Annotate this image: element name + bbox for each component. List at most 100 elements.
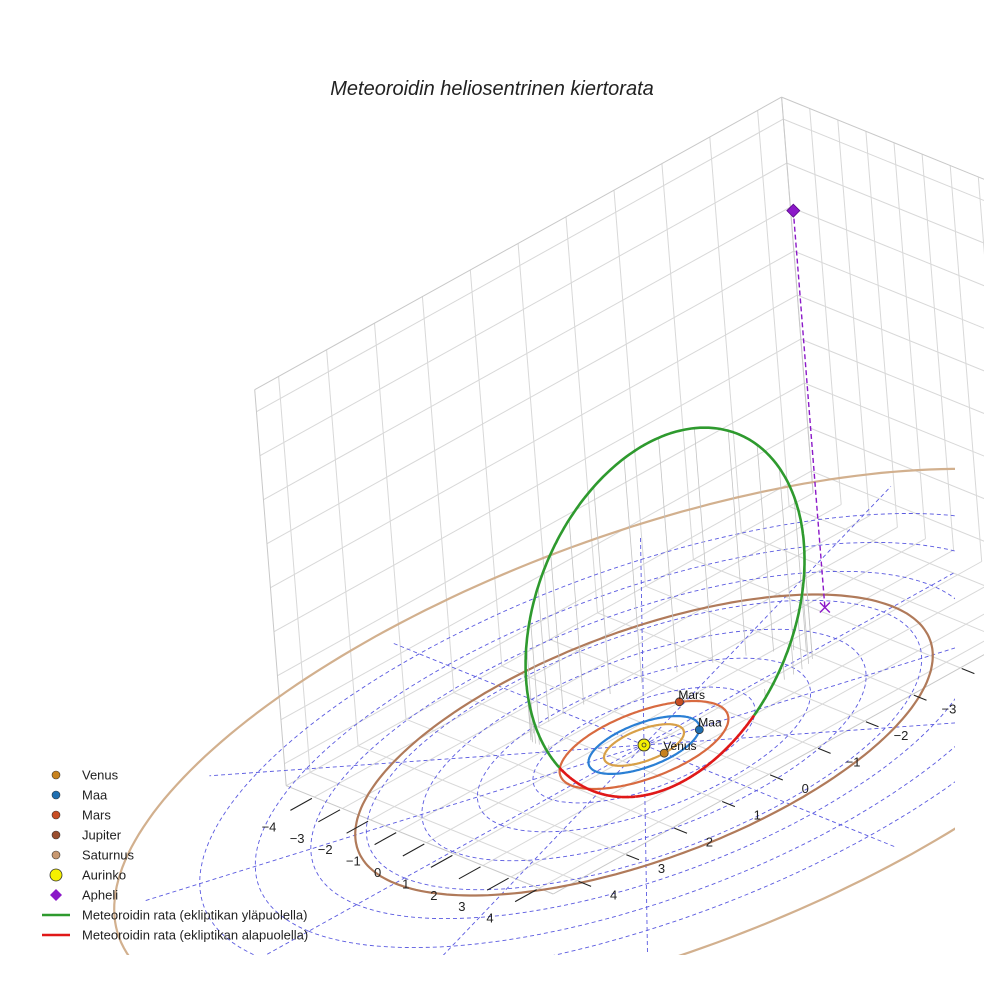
meteoroid-orbit [524, 426, 806, 799]
drop-line [693, 428, 714, 663]
legend-item: Venus [51, 768, 119, 783]
legend-item: Meteoroidin rata (ekliptikan yläpuolella… [42, 908, 307, 923]
meteoroid-orbit-below [635, 714, 756, 798]
orbit-jupiter [354, 593, 934, 897]
sun-core [641, 742, 647, 748]
y-tick-label: 1 [402, 876, 409, 891]
legend-swatch [51, 770, 61, 780]
y-tick [290, 797, 313, 811]
x-tick [578, 880, 592, 887]
drop-line [782, 662, 785, 680]
grid-line [314, 504, 842, 798]
ecliptic-circle [532, 686, 756, 804]
meteoroid-orbit-above [524, 426, 806, 769]
ecliptic-spoke [264, 744, 645, 955]
ecliptic-spoke [643, 647, 955, 746]
drop-lines [525, 428, 813, 755]
grid-line [501, 665, 769, 775]
drop-line [727, 430, 747, 656]
y-tick [318, 809, 341, 823]
x-tick [865, 721, 879, 728]
legend-label: Meteoroidin rata (ekliptikan alapuolella… [82, 928, 308, 943]
y-tick-label: 3 [458, 899, 465, 914]
y-tick-label: −4 [262, 819, 277, 834]
legend-label: Meteoroidin rata (ekliptikan yläpuolella… [82, 908, 307, 923]
x-tick-label: −1 [846, 755, 861, 770]
x-tick [626, 854, 640, 861]
x-tick [817, 747, 831, 754]
grid-line [405, 718, 674, 828]
legend-swatch [51, 830, 61, 840]
drop-line [529, 617, 540, 729]
legend-item: Saturnus [51, 848, 135, 863]
grid-line [284, 470, 812, 765]
planet-maa [694, 725, 704, 735]
grid-line [797, 294, 984, 372]
orbit-mars [558, 699, 730, 791]
x-tick [913, 694, 927, 701]
grid-line [549, 638, 817, 749]
grid-line [645, 585, 913, 695]
grid-line [259, 162, 788, 457]
x-tick-label: −3 [941, 701, 956, 716]
box-edge [781, 97, 814, 494]
y-tick-label: 2 [430, 888, 437, 903]
orbit-maa [587, 715, 701, 775]
x-tick [769, 774, 784, 781]
grid-line [280, 426, 809, 721]
aphelion-marker [786, 203, 801, 218]
planet-venus [659, 748, 669, 758]
box-edge [286, 785, 554, 895]
y-tick [346, 820, 369, 834]
legend-label: Saturnus [82, 848, 135, 863]
grid-line [800, 338, 984, 414]
legend-label: Venus [82, 768, 119, 783]
y-tick-label: −3 [290, 831, 305, 846]
legend-swatch [49, 868, 63, 882]
grid-line [977, 176, 984, 255]
y-tick-label: 4 [486, 911, 493, 926]
legend-item: Apheli [50, 888, 118, 903]
grid-line [270, 294, 798, 589]
legend-swatch [50, 889, 62, 901]
y-tick [430, 854, 453, 868]
x-tick-label: 0 [802, 781, 809, 796]
planet-label-venus: Venus [663, 739, 696, 753]
box-edge [552, 654, 984, 895]
legend-swatch [51, 790, 61, 800]
drop-line [658, 437, 678, 673]
grid-line [273, 338, 802, 633]
ecliptic-circle [310, 570, 955, 920]
y-tick [374, 832, 397, 846]
legend-item: Aurinko [49, 868, 126, 883]
y-tick-label: 0 [374, 865, 381, 880]
meteoroid-orbit-below [558, 766, 637, 799]
grid-line [454, 561, 982, 855]
legend-item: Meteoroidin rata (ekliptikan alapuolella… [42, 928, 308, 943]
legend: Venus Maa Mars Jupiter Saturnus Aurinko Apheli… [42, 768, 308, 943]
ecliptic-layer [113, 467, 955, 955]
legend-label: Mars [82, 808, 111, 823]
grid-line [453, 692, 721, 802]
box-edge [254, 96, 782, 391]
legend-label: Aurinko [82, 868, 126, 883]
grid-line [510, 613, 984, 878]
ecliptic-circle [254, 541, 955, 949]
drop-line [778, 467, 795, 651]
box-grid [254, 96, 984, 895]
legend-label: Maa [82, 788, 108, 803]
grid-line [790, 206, 984, 287]
grid-line [309, 771, 578, 882]
x-tick-label: 1 [754, 808, 761, 823]
y-tick [402, 843, 425, 857]
drop-line [790, 640, 795, 675]
grid-line [277, 382, 805, 677]
x-tick [674, 827, 688, 834]
ecliptic-spoke [640, 536, 645, 746]
legend-label: Jupiter [82, 828, 122, 843]
orbit-venus [602, 723, 686, 767]
ecliptic-spoke [209, 744, 645, 777]
